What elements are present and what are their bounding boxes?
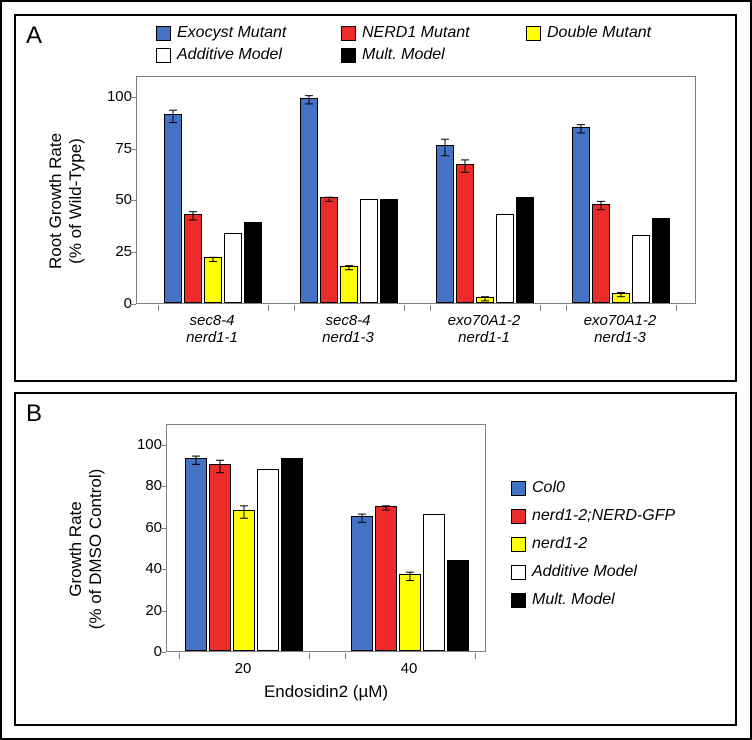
legend-entry: Mult. Model bbox=[511, 591, 615, 609]
legend-swatch bbox=[511, 481, 526, 496]
ytitle-b-line1: Growth Rate bbox=[66, 501, 85, 596]
bar bbox=[204, 257, 222, 303]
bar bbox=[456, 164, 474, 303]
bar bbox=[516, 197, 534, 303]
bar bbox=[244, 222, 262, 303]
bar bbox=[572, 127, 590, 303]
bar bbox=[184, 214, 202, 303]
legend-entry: Col0 bbox=[511, 479, 565, 497]
category-label: 20 bbox=[183, 660, 303, 677]
ytick-mark bbox=[130, 252, 136, 253]
bar bbox=[476, 297, 494, 303]
legend-swatch bbox=[511, 593, 526, 608]
bar bbox=[375, 506, 397, 651]
bar bbox=[380, 199, 398, 303]
bar bbox=[340, 266, 358, 303]
legend-entry: Additive Model bbox=[511, 563, 637, 581]
legend-text: nerd1-2 bbox=[532, 535, 587, 553]
bar bbox=[612, 293, 630, 303]
panel-a-legend: Exocyst Mutant NERD1 Mutant Double Mutant A… bbox=[156, 24, 716, 72]
bar bbox=[320, 197, 338, 303]
legend-text: nerd1-2;NERD-GFP bbox=[532, 507, 675, 525]
category-label: sec8-4nerd1-1 bbox=[152, 312, 272, 346]
panel-b-xtitle: Endosidin2 (µM) bbox=[166, 682, 486, 702]
bar bbox=[399, 574, 421, 651]
ytick-mark bbox=[130, 200, 136, 201]
bar bbox=[224, 233, 242, 303]
legend-text: NERD1 Mutant bbox=[362, 24, 470, 42]
bar bbox=[423, 514, 445, 651]
panel-b-categories: 2040 bbox=[166, 656, 486, 681]
legend-swatch bbox=[156, 26, 171, 41]
ytitle-line2: (% of Wild-Type) bbox=[66, 138, 85, 264]
panel-a-label: A bbox=[26, 22, 42, 50]
panel-b-yticks: 020406080100 bbox=[46, 424, 166, 652]
ytick-mark bbox=[130, 97, 136, 98]
ytick-mark bbox=[160, 486, 166, 487]
category-label: exo70A1-2nerd1-3 bbox=[560, 312, 680, 346]
panel-b: B 020406080100 Growth Rate (% of DMSO Co… bbox=[14, 392, 737, 726]
ytick-mark bbox=[160, 528, 166, 529]
legend-text: Mult. Model bbox=[362, 46, 445, 64]
legend-text: Additive Model bbox=[177, 46, 282, 64]
legend-swatch bbox=[511, 565, 526, 580]
panel-a-plot bbox=[136, 76, 696, 304]
legend-entry: nerd1-2;NERD-GFP bbox=[511, 507, 675, 525]
ytick-mark bbox=[130, 304, 136, 305]
ytitle-line1: Root Growth Rate bbox=[46, 133, 65, 269]
bar bbox=[185, 458, 207, 651]
ytick-mark bbox=[160, 652, 166, 653]
panel-a-categories: sec8-4nerd1-1 sec8-4nerd1-3 exo70A1-2nerd1… bbox=[136, 308, 696, 358]
bar bbox=[436, 145, 454, 303]
bar bbox=[281, 458, 303, 651]
category-label: 40 bbox=[349, 660, 469, 677]
bar bbox=[592, 204, 610, 303]
legend-entry: Exocyst Mutant bbox=[156, 24, 286, 42]
panel-b-plot bbox=[166, 424, 486, 652]
bar bbox=[447, 560, 469, 651]
legend-swatch bbox=[511, 537, 526, 552]
bar bbox=[164, 114, 182, 303]
ytick-mark bbox=[160, 611, 166, 612]
legend-text: Col0 bbox=[532, 479, 565, 497]
legend-entry: Additive Model bbox=[156, 46, 282, 64]
bar bbox=[209, 464, 231, 651]
legend-entry: Mult. Model bbox=[341, 46, 445, 64]
panel-a: A Exocyst Mutant NERD1 Mutant Double Mutan… bbox=[14, 14, 737, 382]
panel-b-legend: Col0 nerd1-2;NERD-GFP nerd1-2 Additive Mode… bbox=[511, 479, 721, 629]
figure: A Exocyst Mutant NERD1 Mutant Double Mutan… bbox=[0, 0, 752, 740]
ytick-mark bbox=[130, 149, 136, 150]
bar bbox=[652, 218, 670, 303]
ytick-mark bbox=[160, 569, 166, 570]
legend-swatch bbox=[511, 509, 526, 524]
bar bbox=[351, 516, 373, 651]
legend-swatch bbox=[526, 26, 541, 41]
bar bbox=[496, 214, 514, 303]
legend-entry: NERD1 Mutant bbox=[341, 24, 470, 42]
bar bbox=[632, 235, 650, 303]
legend-entry: nerd1-2 bbox=[511, 535, 587, 553]
bar bbox=[360, 199, 378, 303]
panel-b-ytitle: Growth Rate (% of DMSO Control) bbox=[66, 449, 106, 649]
bar bbox=[257, 469, 279, 651]
bar bbox=[233, 510, 255, 651]
legend-text: Double Mutant bbox=[547, 24, 651, 42]
legend-text: Exocyst Mutant bbox=[177, 24, 286, 42]
legend-swatch bbox=[341, 26, 356, 41]
ytick-mark bbox=[160, 445, 166, 446]
legend-text: Additive Model bbox=[532, 563, 637, 581]
ytitle-b-line2: (% of DMSO Control) bbox=[86, 469, 105, 630]
legend-swatch bbox=[341, 48, 356, 63]
category-label: sec8-4nerd1-3 bbox=[288, 312, 408, 346]
panel-a-ytitle: Root Growth Rate (% of Wild-Type) bbox=[46, 101, 86, 301]
legend-entry: Double Mutant bbox=[526, 24, 651, 42]
legend-text: Mult. Model bbox=[532, 591, 615, 609]
legend-swatch bbox=[156, 48, 171, 63]
panel-b-label: B bbox=[26, 400, 42, 428]
bar bbox=[300, 98, 318, 303]
category-label: exo70A1-2nerd1-1 bbox=[424, 312, 544, 346]
